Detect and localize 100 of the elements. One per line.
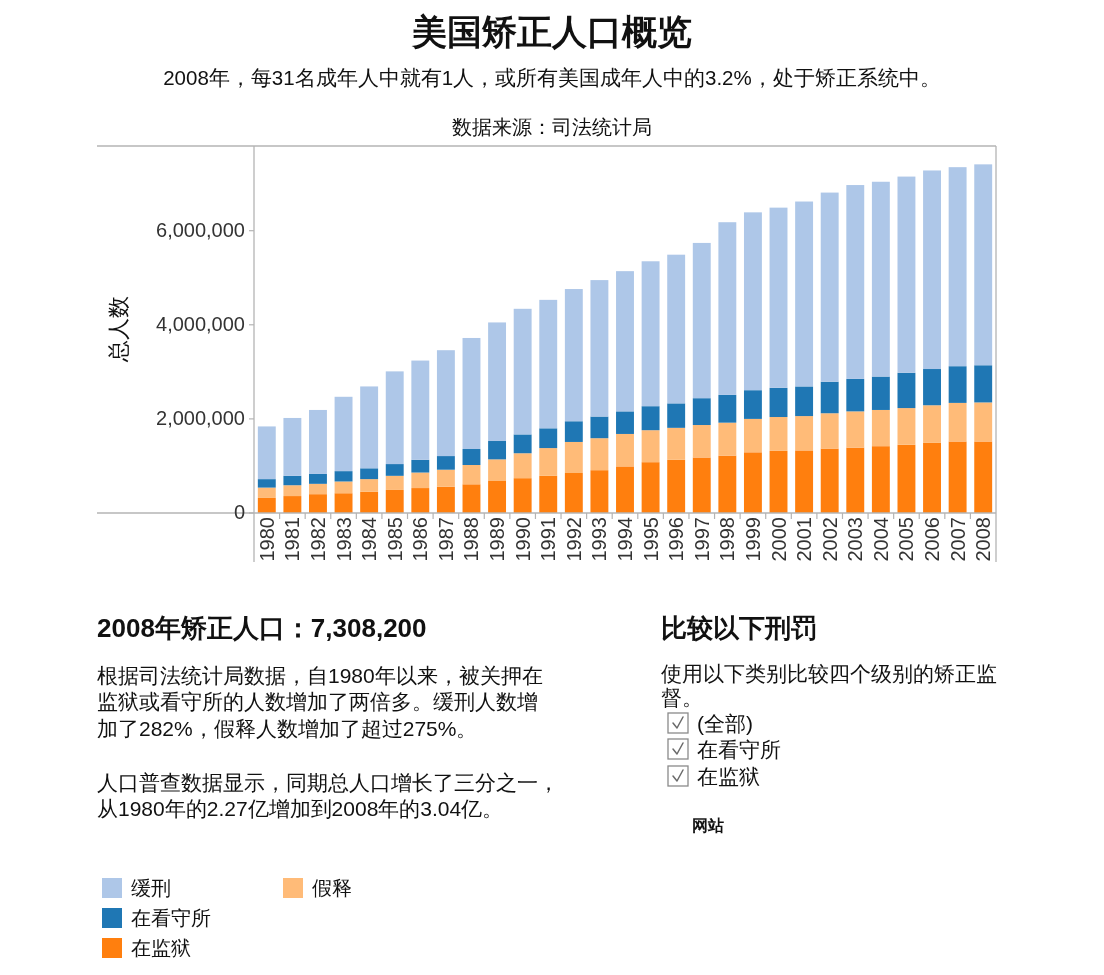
x-tick-label: 1999 bbox=[741, 517, 764, 562]
bar bbox=[513, 434, 532, 454]
x-tick-label: 1986 bbox=[409, 517, 432, 562]
bar bbox=[360, 468, 379, 480]
bar bbox=[692, 242, 711, 399]
bar bbox=[257, 479, 276, 488]
bar bbox=[974, 164, 993, 366]
bar bbox=[820, 192, 839, 382]
x-tick-label: 1987 bbox=[434, 517, 457, 562]
bar bbox=[846, 185, 865, 379]
bar bbox=[309, 409, 327, 474]
x-tick-label: 2005 bbox=[895, 517, 918, 562]
bar bbox=[590, 438, 609, 471]
bar bbox=[309, 483, 327, 495]
x-tick-label: 1998 bbox=[716, 517, 739, 562]
bar bbox=[488, 481, 507, 513]
x-tick-label: 1997 bbox=[690, 517, 713, 562]
bar bbox=[718, 394, 737, 423]
bar bbox=[564, 421, 583, 442]
bar bbox=[334, 493, 353, 513]
bar bbox=[820, 381, 839, 414]
bar bbox=[283, 485, 302, 497]
x-tick-label: 1982 bbox=[306, 517, 329, 562]
x-tick-label: 1981 bbox=[281, 517, 304, 562]
bar bbox=[564, 289, 583, 422]
y-tick-label: 6,000,000 bbox=[156, 218, 245, 241]
bar bbox=[718, 422, 737, 456]
bar bbox=[385, 464, 404, 476]
x-tick-label: 1994 bbox=[614, 517, 636, 562]
bar bbox=[616, 411, 634, 434]
annotation: 使用以下类别比较四个级别的矫正监督。 bbox=[661, 662, 998, 709]
bar bbox=[616, 466, 634, 513]
bar bbox=[385, 475, 404, 490]
bar bbox=[948, 441, 967, 513]
bar bbox=[820, 413, 839, 449]
bar bbox=[846, 411, 865, 448]
bar bbox=[539, 299, 558, 429]
bar bbox=[539, 448, 558, 476]
bar bbox=[641, 406, 660, 431]
bar bbox=[897, 408, 916, 445]
annotation: 人口普查数据显示，同期总人口增长了三分之一，从1980年的2.27亿增加到2008年的3.04亿。 bbox=[97, 769, 560, 822]
bar bbox=[718, 222, 737, 395]
annotation: 2008年矫正人口：7,308,200 bbox=[97, 613, 427, 643]
bar bbox=[436, 486, 455, 513]
bar bbox=[820, 448, 839, 513]
bar bbox=[513, 308, 532, 435]
bar bbox=[641, 430, 660, 463]
bar bbox=[385, 371, 404, 465]
bar bbox=[411, 360, 430, 460]
y-tick-label: 2,000,000 bbox=[156, 406, 245, 429]
x-tick-label: 1984 bbox=[358, 517, 381, 562]
bar bbox=[846, 378, 865, 412]
x-tick-label: 1993 bbox=[588, 517, 611, 562]
bar bbox=[641, 261, 660, 407]
bar bbox=[616, 271, 634, 412]
bar bbox=[743, 452, 762, 513]
bar bbox=[462, 484, 481, 513]
bar bbox=[923, 405, 941, 443]
bar bbox=[948, 366, 967, 403]
bar bbox=[411, 488, 430, 513]
bar bbox=[539, 475, 558, 513]
bar bbox=[923, 170, 941, 370]
bar bbox=[334, 481, 353, 494]
bar bbox=[871, 446, 890, 513]
bar bbox=[462, 465, 481, 485]
bar bbox=[257, 426, 276, 480]
x-tick-label: 2008 bbox=[972, 517, 995, 562]
bar bbox=[411, 472, 430, 489]
legend-item: 在监狱 bbox=[102, 937, 191, 959]
bar bbox=[488, 459, 507, 482]
legend-item: 缓刑 bbox=[102, 877, 171, 899]
bar bbox=[871, 181, 890, 377]
legend-label: 缓刑 bbox=[131, 877, 171, 899]
bar bbox=[769, 387, 788, 418]
bar bbox=[871, 409, 890, 447]
x-tick-label: 1990 bbox=[511, 517, 534, 562]
bar bbox=[590, 416, 609, 439]
title: 美国矫正人口概览 bbox=[412, 11, 692, 51]
bar bbox=[897, 444, 916, 513]
bar bbox=[897, 372, 916, 409]
y-tick-label: 0 bbox=[233, 501, 245, 523]
bar bbox=[667, 403, 686, 428]
bar bbox=[334, 396, 353, 472]
annotation: 根据司法统计局数据，自1980年以来，被关押在监狱或看守所的人数增加了两倍多。缓刑人数增加了282%，假释人数增加了超过275%。 bbox=[97, 662, 544, 742]
bar bbox=[564, 473, 583, 513]
y-tick-label: 4,000,000 bbox=[156, 312, 245, 335]
bar bbox=[871, 376, 890, 410]
bar bbox=[769, 450, 788, 513]
x-tick-label: 1989 bbox=[486, 517, 509, 562]
bar bbox=[641, 462, 660, 513]
x-tick-label: 2004 bbox=[869, 517, 892, 562]
bar bbox=[385, 489, 404, 513]
bar bbox=[692, 457, 711, 513]
legend-label: 在看守所 bbox=[131, 907, 211, 929]
x-tick-label: 1985 bbox=[383, 517, 406, 562]
bar bbox=[513, 453, 532, 479]
bar bbox=[795, 416, 814, 451]
x-tick-label: 2006 bbox=[921, 517, 944, 562]
bar bbox=[488, 322, 507, 442]
bar bbox=[590, 280, 609, 417]
